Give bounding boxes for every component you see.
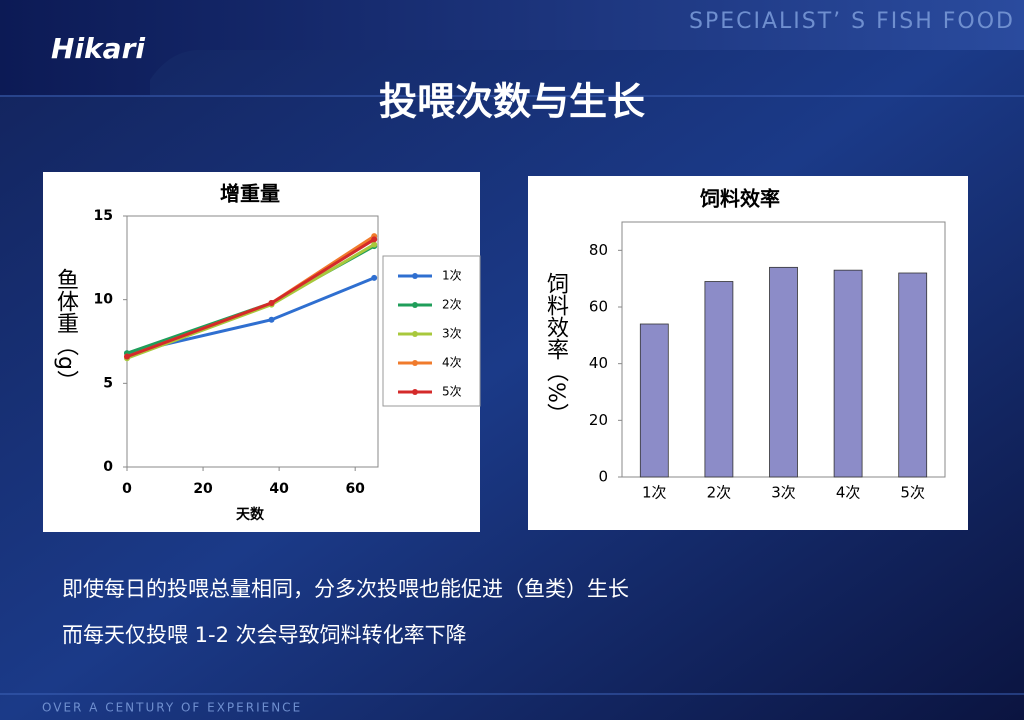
legend-swatch	[412, 331, 418, 337]
x-tick-label: 20	[193, 481, 213, 497]
chart-title: 增重量	[220, 182, 280, 206]
x-tick-label: 2次	[707, 484, 732, 502]
y-tick-label: 0	[598, 468, 608, 486]
y-tick-label: 40	[589, 354, 608, 372]
bar	[704, 281, 734, 478]
bar	[898, 272, 928, 478]
footer: OVER A CENTURY OF EXPERIENCE	[42, 701, 302, 715]
legend-label: 3次	[442, 327, 462, 341]
caption: 即使每日的投喂总量相同，分多次投喂也能促进（鱼类）生长	[62, 577, 629, 601]
caption: 而每天仅投喂 1-2 次会导致饲料转化率下降	[62, 623, 467, 647]
bar	[769, 266, 798, 478]
y-axis-label: 鱼体重（g）	[53, 268, 79, 392]
point	[124, 353, 130, 360]
x-tick-label: 1次	[642, 484, 667, 502]
x-tick-label: 5次	[900, 484, 925, 502]
plot-frame	[126, 215, 379, 468]
y-axis-label: 饲料效率（%）	[543, 272, 569, 425]
x-tick-label: 3次	[771, 484, 796, 502]
logo: Hikari	[51, 32, 145, 65]
x-tick-label: 0	[122, 481, 132, 497]
legend-label: 4次	[442, 356, 462, 370]
point	[268, 300, 275, 307]
legend-label: 5次	[442, 385, 462, 399]
y-tick-label: 80	[589, 241, 608, 259]
legend-swatch	[412, 302, 418, 308]
y-tick-label: 0	[103, 459, 113, 475]
bar	[833, 269, 863, 478]
point	[371, 274, 378, 281]
legend-box	[382, 255, 481, 407]
point	[268, 316, 275, 323]
legend-swatch	[412, 389, 418, 395]
y-tick-label: 20	[589, 411, 608, 429]
chart-panel	[528, 176, 968, 530]
legend-label: 1次	[442, 269, 462, 283]
point	[371, 236, 378, 243]
y-tick-label: 10	[94, 292, 114, 308]
tagline: SPECIALIST’ S FISH FOOD	[689, 9, 1015, 34]
x-tick-label: 4次	[836, 484, 861, 502]
point	[371, 241, 378, 248]
x-tick-label: 60	[345, 481, 365, 497]
chart-title: 饲料效率	[699, 187, 780, 211]
x-axis-label: 天数	[236, 506, 265, 523]
legend-label: 2次	[442, 298, 462, 312]
legend-swatch	[412, 360, 418, 366]
y-tick-label: 15	[94, 208, 113, 224]
legend-swatch	[412, 273, 418, 279]
bar	[639, 323, 669, 478]
y-tick-label: 60	[589, 298, 608, 316]
y-tick-label: 5	[103, 375, 113, 391]
slide-title: 投喂次数与生长	[379, 80, 645, 124]
header-band	[0, 0, 1024, 95]
x-tick-label: 40	[269, 481, 289, 497]
